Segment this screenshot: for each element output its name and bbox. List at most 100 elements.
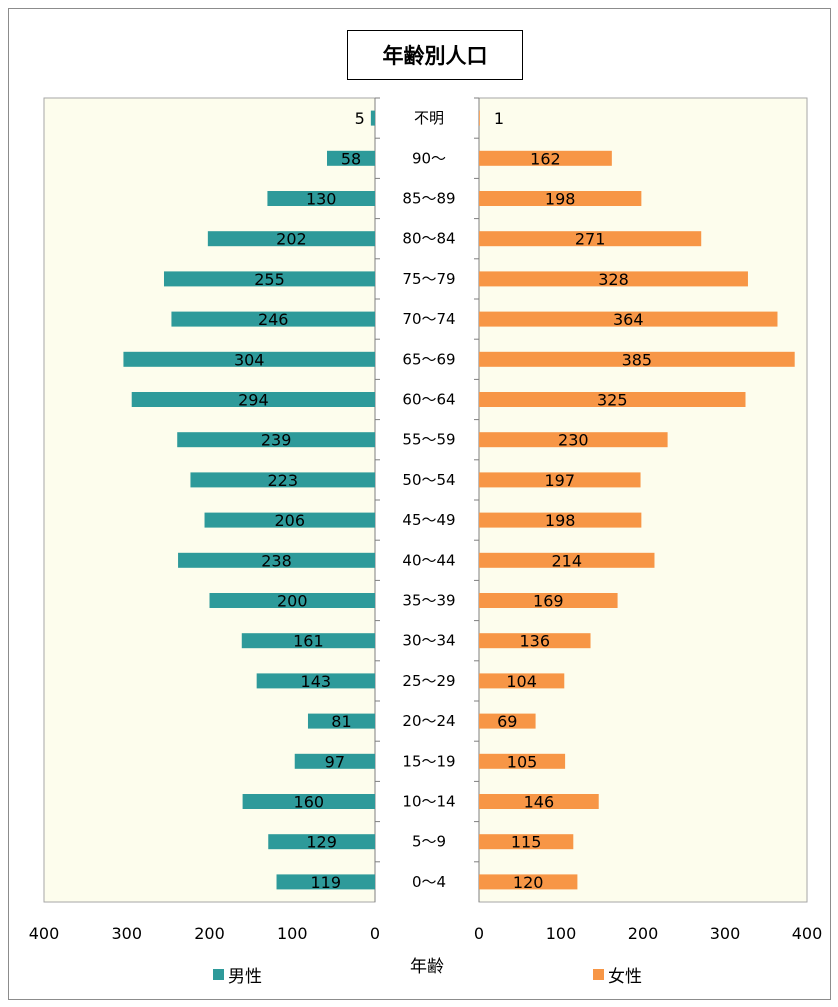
female-value-label: 136 [519, 632, 550, 651]
female-bar [479, 593, 618, 608]
female-bar [479, 834, 574, 850]
age-category-label: 35〜39 [402, 592, 455, 610]
age-category-label: 90〜 [412, 149, 446, 167]
male-value-label: 161 [293, 632, 324, 651]
male-bar [178, 552, 375, 568]
female-bar [479, 150, 612, 166]
male-bar [268, 834, 375, 850]
male-plot-area [43, 97, 376, 903]
male-x-tick-label: 300 [111, 924, 142, 943]
male-value-label: 119 [310, 873, 341, 892]
female-value-label: 115 [511, 833, 542, 852]
male-value-label: 255 [254, 270, 285, 289]
age-category-label: 25〜29 [402, 672, 455, 690]
age-category-label: 15〜19 [402, 752, 455, 770]
female-bar [479, 673, 565, 689]
female-bar [479, 633, 591, 649]
legend-male-swatch [213, 969, 224, 980]
male-value-label: 129 [306, 833, 337, 852]
female-value-label: 271 [575, 230, 606, 249]
female-value-label: 198 [545, 190, 576, 209]
male-bar [163, 271, 375, 287]
male-value-label: 239 [261, 431, 292, 450]
age-category-label: 65〜69 [402, 350, 455, 368]
male-bar [190, 472, 375, 488]
male-value-label: 97 [325, 752, 345, 771]
male-value-label: 143 [301, 672, 332, 691]
female-bar [479, 552, 655, 568]
age-category-label: 0〜4 [412, 873, 446, 891]
male-value-label: 5 [355, 109, 365, 128]
female-value-label: 169 [533, 592, 564, 611]
male-value-label: 202 [276, 230, 307, 249]
female-x-tick-label: 100 [546, 924, 577, 943]
male-bar [241, 633, 375, 649]
x-axis-label: 年齢 [410, 957, 444, 977]
male-value-label: 160 [294, 793, 325, 812]
age-category-label: 45〜49 [402, 511, 455, 529]
age-category-label: 40〜44 [402, 551, 455, 569]
female-bar [479, 231, 702, 247]
legend-female-label: 女性 [608, 967, 642, 987]
male-value-label: 304 [234, 350, 265, 369]
female-value-label: 325 [597, 391, 628, 410]
female-bar [479, 713, 536, 729]
age-category-label: 85〜89 [402, 190, 455, 208]
male-bar [209, 593, 375, 608]
legend-female: 女性 [593, 962, 642, 987]
male-bar [307, 713, 375, 729]
female-value-label: 105 [507, 752, 538, 771]
female-bar [479, 512, 642, 528]
female-plot-area [478, 97, 808, 903]
age-category-label: 不明 [414, 109, 444, 127]
female-x-tick-label: 300 [710, 924, 741, 943]
age-category-label: 75〜79 [402, 270, 455, 288]
male-value-label: 200 [277, 592, 308, 611]
male-value-label: 246 [258, 310, 289, 329]
female-bar [479, 874, 578, 890]
male-value-label: 223 [267, 471, 298, 490]
legend-male-label: 男性 [228, 967, 262, 987]
female-bar [479, 753, 566, 769]
age-category-label: 60〜64 [402, 391, 455, 409]
male-bar [256, 673, 375, 689]
male-bar [207, 231, 375, 247]
age-category-label: 30〜34 [402, 632, 455, 650]
age-category-label: 80〜84 [402, 230, 455, 248]
male-bar [370, 110, 375, 126]
female-value-label: 1 [494, 109, 504, 128]
chart-title: 年齢別人口 [347, 30, 523, 80]
male-bar [177, 432, 375, 448]
age-category-label: 70〜74 [402, 310, 455, 328]
male-bar [171, 311, 375, 327]
male-value-label: 130 [306, 190, 337, 209]
female-value-label: 197 [544, 471, 575, 490]
male-value-label: 58 [341, 149, 361, 168]
male-value-label: 294 [238, 391, 269, 410]
female-value-label: 328 [598, 270, 629, 289]
female-bar [479, 392, 746, 407]
male-value-label: 238 [261, 551, 292, 570]
male-bar [123, 351, 375, 367]
male-x-tick-label: 400 [29, 924, 60, 943]
female-value-label: 198 [545, 511, 576, 530]
male-bar [294, 753, 375, 769]
female-value-label: 120 [513, 873, 544, 892]
female-value-label: 69 [497, 712, 517, 731]
female-bar [479, 311, 778, 327]
female-value-label: 230 [558, 431, 589, 450]
legend-male: 男性 [213, 962, 262, 987]
female-value-label: 364 [613, 310, 644, 329]
female-value-label: 146 [524, 793, 555, 812]
female-bar [479, 351, 795, 367]
male-bar [267, 191, 375, 206]
female-value-label: 214 [551, 551, 582, 570]
age-category-label: 55〜59 [402, 431, 455, 449]
female-bar [479, 110, 480, 126]
female-bar [479, 191, 642, 206]
male-x-tick-label: 0 [370, 924, 380, 943]
male-bar [327, 150, 375, 166]
male-bar [276, 874, 375, 890]
female-x-tick-label: 400 [792, 924, 823, 943]
